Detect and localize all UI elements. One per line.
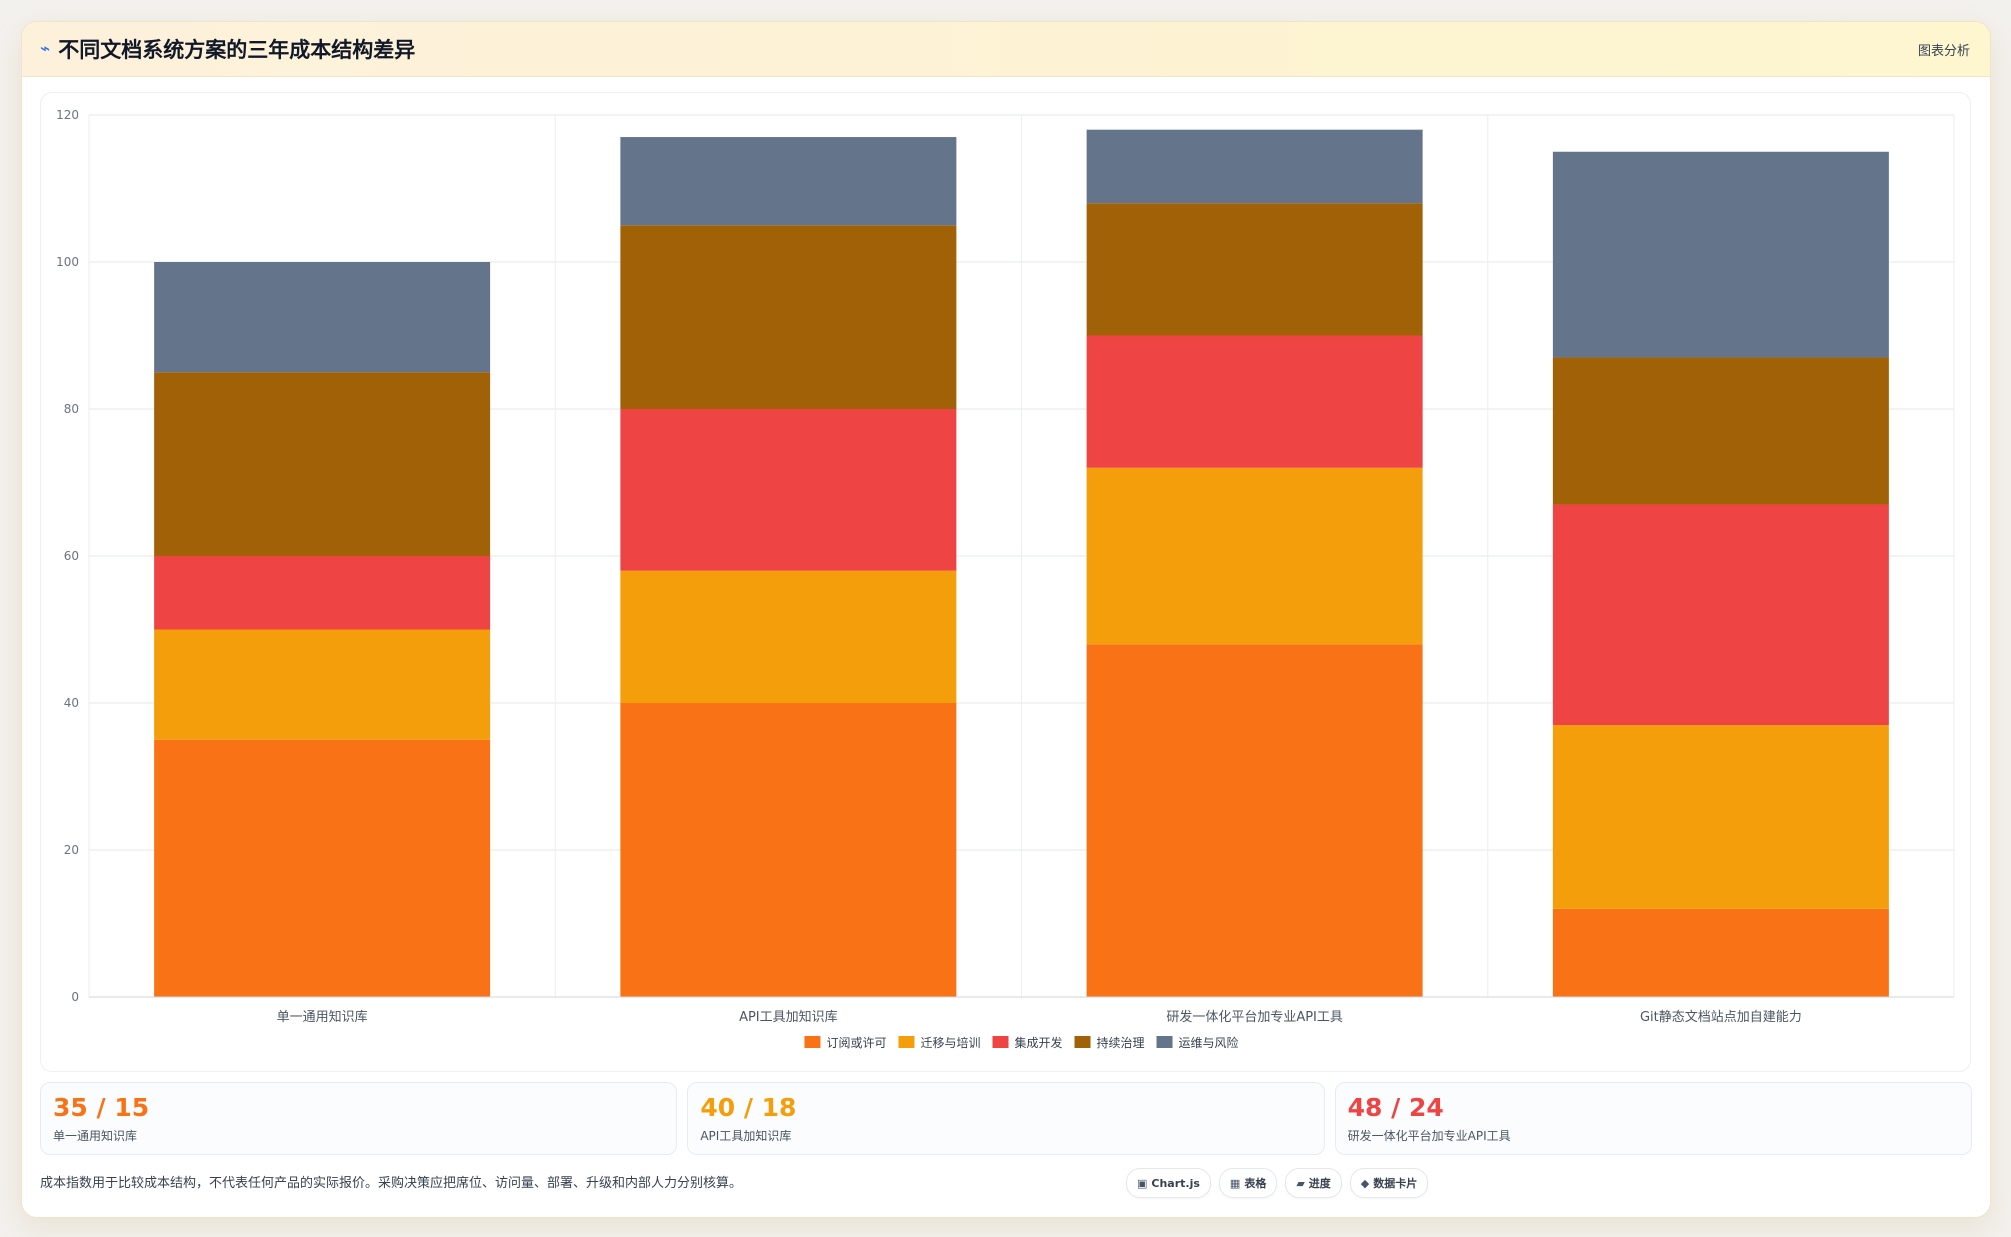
chart-panel: ⌁ 不同文档系统方案的三年成本结构差异 图表分析 0 20 40 60 80 100 120…: [21, 21, 1991, 1218]
data-card-icon: ◆: [1360, 1176, 1370, 1190]
x-tick-label: API工具加知识库: [739, 1009, 838, 1025]
bar-segment: [1552, 725, 1889, 909]
legend-swatch: [992, 1036, 1009, 1048]
bar-segment: [1552, 908, 1889, 997]
legend-swatch: [898, 1036, 915, 1048]
bar-segment: [1086, 335, 1423, 468]
x-tick-label: 单一通用知识库: [277, 1009, 368, 1025]
legend-label: 运维与风险: [1179, 1035, 1239, 1050]
card-label: 单一通用知识库: [53, 1129, 138, 1143]
legend-label: 迁移与培训: [920, 1035, 980, 1050]
card-label: 研发一体化平台加专业API工具: [1347, 1129, 1511, 1143]
chip-chartjs[interactable]: ▣ Chart.js: [1126, 1168, 1211, 1198]
bar-segment: [1552, 357, 1889, 505]
summary-cards: 35 / 15 单一通用知识库 40 / 18 API工具加知识库 48 / 2…: [40, 1082, 1972, 1155]
summary-card: 40 / 18 API工具加知识库: [687, 1082, 1325, 1155]
legend-item: 迁移与培训: [898, 1035, 980, 1050]
trend-icon: ⌁: [40, 39, 51, 59]
bar-segment: [154, 262, 491, 373]
legend-swatch: [1074, 1036, 1091, 1048]
y-tick-label: 20: [64, 843, 79, 857]
disclaimer-note: 成本指数用于比较成本结构，不代表任何产品的实际报价。采购决策应把席位、访问量、部…: [40, 1176, 743, 1191]
summary-card: 35 / 15 单一通用知识库: [40, 1082, 678, 1155]
bar-segment: [620, 409, 957, 571]
chip-label: 表格: [1244, 1177, 1267, 1190]
card-value: 48 / 24: [1347, 1093, 1444, 1122]
y-tick-label: 0: [71, 990, 79, 1004]
bar-segment: [1086, 467, 1423, 645]
legend-item: 订阅或许可: [804, 1036, 886, 1050]
bar-segment: [154, 629, 491, 740]
legend-item: 运维与风险: [1156, 1035, 1239, 1050]
x-tick-label: Git静态文档站点加自建能力: [1640, 1010, 1802, 1025]
bar-segment: [154, 739, 491, 997]
legend-item: 集成开发: [992, 1035, 1063, 1050]
chart-icon: ▣: [1137, 1176, 1148, 1190]
x-tick-label: 研发一体化平台加专业API工具: [1166, 1009, 1343, 1025]
chart-analysis-link[interactable]: 图表分析: [1917, 43, 1970, 59]
y-tick-label: 120: [56, 108, 79, 122]
chart-title: 不同文档系统方案的三年成本结构差异: [58, 38, 416, 62]
y-tick-label: 100: [56, 255, 79, 269]
legend-label: 集成开发: [1014, 1035, 1062, 1050]
progress-icon: ▰: [1296, 1176, 1305, 1190]
bar-segment: [620, 137, 957, 226]
title-wrap: ⌁ 不同文档系统方案的三年成本结构差异: [40, 34, 415, 64]
bar-segment: [1086, 644, 1423, 997]
summary-card: 48 / 24 研发一体化平台加专业API工具: [1334, 1082, 1972, 1155]
table-icon: ▦: [1229, 1176, 1241, 1190]
chip-label: 进度: [1308, 1177, 1331, 1190]
chip-label: Chart.js: [1151, 1176, 1200, 1190]
legend-label: 持续治理: [1097, 1035, 1145, 1050]
bar-segment: [620, 225, 957, 409]
y-tick-label: 60: [64, 549, 79, 563]
card-value: 40 / 18: [700, 1093, 797, 1122]
chip-data-card[interactable]: ◆ 数据卡片: [1349, 1168, 1429, 1198]
y-tick-label: 80: [64, 402, 79, 416]
bar-segment: [154, 372, 491, 556]
legend-swatch: [804, 1036, 821, 1048]
panel-header: ⌁ 不同文档系统方案的三年成本结构差异 图表分析: [22, 22, 1990, 77]
chip-progress[interactable]: ▰ 进度: [1285, 1168, 1342, 1198]
stacked-bar-chart: 0 20 40 60 80 100 120 单一通用知识库 API工具加知识库 研发一体化平台加专…: [56, 108, 1955, 1050]
chip-table[interactable]: ▦ 表格: [1218, 1168, 1278, 1198]
chart-card: 0 20 40 60 80 100 120 单一通用知识库 API工具加知识库 研发一体化平台加专…: [40, 92, 1971, 1072]
chip-label: 数据卡片: [1373, 1177, 1418, 1190]
bar-segment: [1552, 504, 1889, 726]
chip-list: ▣ Chart.js ▦ 表格 ▰ 进度 ◆ 数据卡片: [1126, 1168, 1429, 1198]
card-label: API工具加知识库: [700, 1129, 792, 1143]
card-value: 35 / 15: [53, 1093, 150, 1122]
bar-segment: [1552, 151, 1889, 358]
bar-segment: [1086, 129, 1423, 204]
footer: 成本指数用于比较成本结构，不代表任何产品的实际报价。采购决策应把席位、访问量、部…: [40, 1168, 1972, 1204]
bar-segment: [1086, 203, 1423, 336]
legend-swatch: [1156, 1036, 1173, 1048]
bar-segment: [620, 570, 957, 703]
legend-item: 持续治理: [1074, 1035, 1145, 1050]
y-tick-label: 40: [64, 696, 79, 710]
bar-segment: [620, 703, 957, 997]
bar-segment: [154, 556, 491, 630]
legend-label: 订阅或许可: [826, 1036, 886, 1050]
